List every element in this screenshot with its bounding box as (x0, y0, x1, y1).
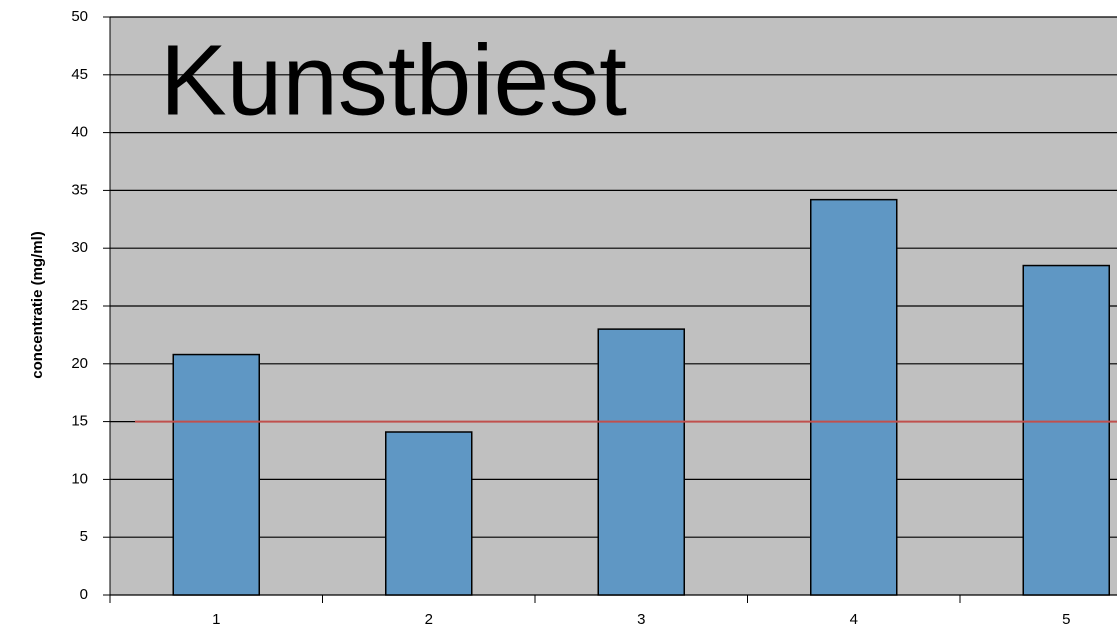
y-axis-label: concentratie (mg/ml) (29, 231, 46, 379)
x-tick-label: 5 (1062, 611, 1070, 628)
bar (1022, 264, 1110, 596)
x-tick-label: 4 (850, 611, 858, 628)
y-tick-label: 25 (71, 297, 88, 314)
y-tick-label: 20 (71, 355, 88, 372)
bar (810, 198, 898, 596)
bar (385, 431, 473, 596)
y-tick-label: 30 (71, 239, 88, 256)
bar (597, 328, 685, 596)
x-tick-label: 2 (425, 611, 433, 628)
y-tick-label: 5 (80, 528, 88, 545)
y-tick-label: 35 (71, 181, 88, 198)
y-tick-label: 0 (80, 586, 88, 603)
x-tick-label: 1 (212, 611, 220, 628)
y-tick-label: 40 (71, 124, 88, 141)
y-tick-label: 15 (71, 413, 88, 430)
x-tick-label: 3 (637, 611, 645, 628)
y-tick-label: 10 (71, 470, 88, 487)
y-tick-label: 50 (71, 8, 88, 25)
y-tick-label: 45 (71, 66, 88, 83)
chart-title: Kunstbiest (160, 24, 627, 136)
bar (172, 353, 260, 596)
